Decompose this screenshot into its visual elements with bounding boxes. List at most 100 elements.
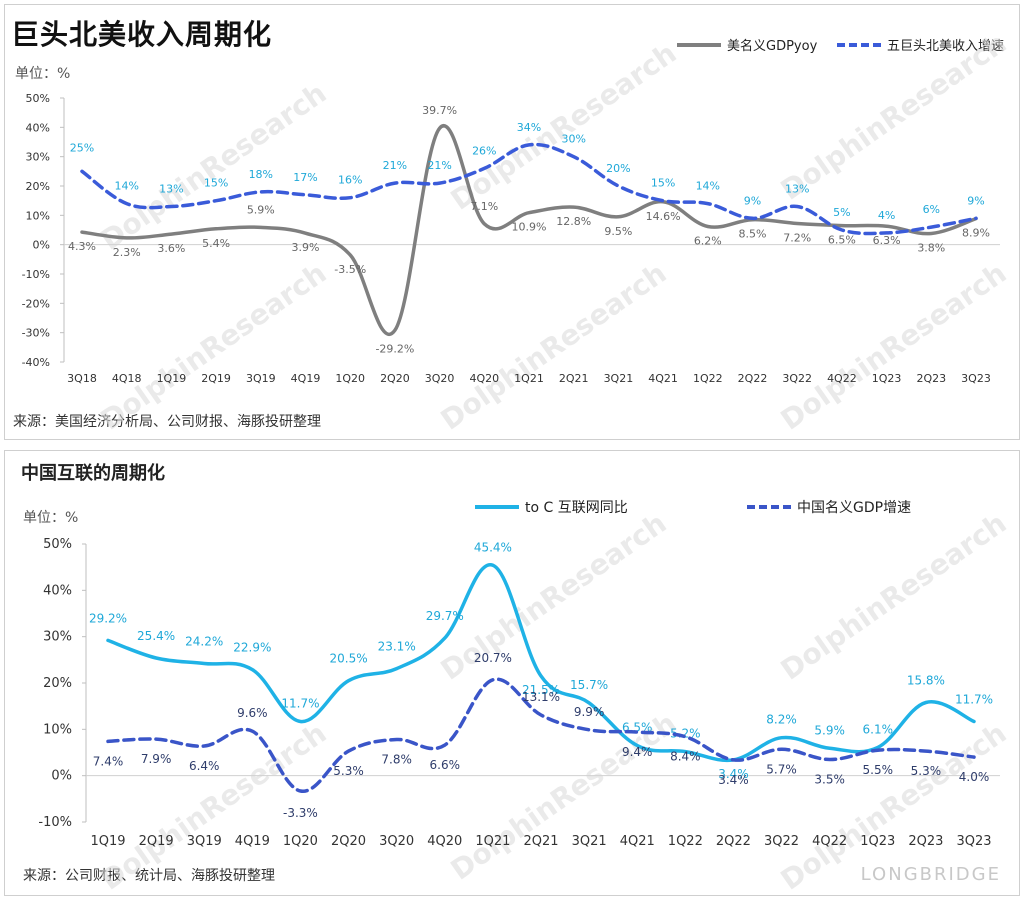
source-note-cn: 来源：公司财报、统计局、海豚投研整理 [23,868,275,884]
data-label: 14.6% [646,210,681,223]
x-tick-label: 1Q19 [157,372,187,385]
data-label: 9.4% [622,745,653,759]
data-label: 45.4% [474,540,512,554]
data-label: 6.6% [430,758,461,772]
data-label: 15% [204,177,228,190]
data-label: 18% [249,168,273,181]
legend-us-gdp: 美名义GDPyoy [677,35,817,54]
data-label: 6.2% [694,235,722,248]
data-label: 2.3% [113,246,141,259]
x-tick-label: 1Q20 [283,834,318,849]
legend-label-cn-gdp: 中国名义GDP增速 [797,500,912,516]
data-label: -3.3% [283,806,318,820]
y-tick-label: -10% [38,815,72,830]
y-tick-label: 50% [43,537,72,552]
data-label: 3.4% [718,767,749,781]
data-label: 9.5% [604,225,632,238]
legend-swatch-navy-dashed [747,505,791,509]
data-label: 5.3% [911,764,942,778]
y-tick-label: 20% [43,676,72,691]
data-label: 21% [427,159,451,172]
data-label: 4% [878,209,895,222]
data-label: 20.5% [329,652,367,666]
data-label: 5.9% [247,203,275,216]
x-tick-label: 3Q20 [379,834,414,849]
data-label: 6.4% [189,759,220,773]
chart-panel-cn: 中国互联的周期化 单位：% to C 互联网同比 中国名义GDP增速 来源：公司… [4,450,1020,896]
x-tick-label: 3Q19 [246,372,276,385]
data-label: 8.9% [962,227,990,240]
data-label: 23.1% [378,640,416,654]
data-label: 5.7% [766,762,797,776]
legend-swatch-cyan [475,505,519,509]
unit-label-cn: 单位：% [23,510,79,526]
y-tick-label: 0% [33,239,50,252]
x-tick-label: 2Q22 [738,372,768,385]
data-label: -29.2% [375,342,414,355]
data-label: 12.8% [556,215,591,228]
x-tick-label: 2Q21 [559,372,589,385]
data-label: 6.1% [863,722,894,736]
x-tick-label: 1Q23 [860,834,895,849]
x-tick-label: 4Q21 [620,834,655,849]
legend-us-big5: 五巨头北美收入增速 [837,35,1004,54]
data-label: 20% [606,162,630,175]
data-label: 15% [651,177,675,190]
data-label: 6.5% [828,234,856,247]
data-label: 29.7% [426,609,464,623]
data-label: 21% [383,159,407,172]
data-label: 13.1% [522,690,560,704]
data-label: 25% [70,141,94,154]
x-tick-label: 1Q21 [475,834,510,849]
x-tick-label: 4Q19 [235,834,270,849]
y-tick-label: -40% [22,356,50,369]
data-label: 21.5% [522,683,560,697]
data-label: 5.5% [863,763,894,777]
data-label: 13% [785,183,809,196]
data-label: 5% [833,206,850,219]
data-label: 8.4% [670,750,701,764]
data-label: 20.7% [474,651,512,665]
data-label: 9% [967,194,984,207]
data-label: 8.5% [739,228,767,241]
x-tick-label: 3Q22 [764,834,799,849]
data-label: 11.7% [955,693,993,707]
source-note-us: 来源：美国经济分析局、公司财报、海豚投研整理 [13,414,321,430]
series-line-1 [80,124,978,336]
y-tick-label: 20% [26,180,50,193]
data-label: 5.4% [202,237,230,250]
data-label: 34% [517,121,541,134]
legend-swatch-gray [677,42,721,47]
x-tick-label: 4Q20 [427,834,462,849]
data-label: 8.2% [766,713,797,727]
data-label: 39.7% [422,104,457,117]
chart-1: 50% 40% 30% 20% 10% 0% -10% -20% -30% -40% 3Q18 4Q1… [22,92,1000,385]
x-tick-label: 4Q18 [112,372,142,385]
y-tick-label: 10% [26,209,50,222]
x-tick-label: 1Q21 [514,372,544,385]
data-label: 5.2% [670,727,701,741]
chart-title-cn: 中国互联的周期化 [21,463,165,484]
legend-cn-internet: to C 互联网同比 [475,497,628,517]
chart-2: 50% 40% 30% 20% 10% 0% -10% 1Q19 2Q19 3Q19 4Q19 1Q2… [38,537,1000,849]
data-label: 9% [744,194,761,207]
data-label: 14% [696,180,720,193]
x-tick-label: 2Q19 [201,372,231,385]
legend-cn-gdp: 中国名义GDP增速 [747,497,911,517]
legend-swatch-blue-dashed [837,42,881,47]
data-label: 3.5% [814,773,845,787]
x-tick-label: 2Q23 [908,834,943,849]
x-tick-label: 3Q22 [782,372,812,385]
y-tick-label: 0% [51,769,72,784]
data-label: 17% [293,171,317,184]
x-tick-label: 3Q23 [956,834,991,849]
data-label: 15.7% [570,678,608,692]
data-label: 4.3% [68,240,96,253]
x-tick-label: 1Q22 [693,372,723,385]
data-label: 13% [159,183,183,196]
y-tick-label: 10% [43,722,72,737]
x-tick-label: 3Q20 [425,372,455,385]
x-tick-label: 3Q18 [67,372,97,385]
legend-label-us-gdp: 美名义GDPyoy [727,39,818,54]
